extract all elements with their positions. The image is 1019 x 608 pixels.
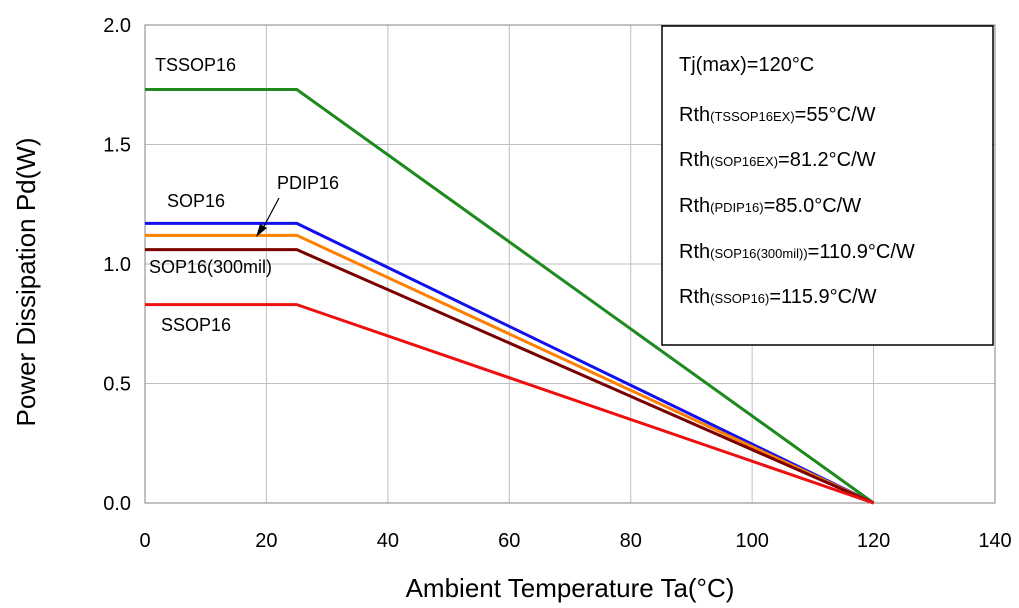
legend-line: Rth(SOP16(300mil))=110.9°C/W xyxy=(679,241,915,263)
plot-frame xyxy=(144,24,996,504)
legend-box-frame xyxy=(661,25,994,346)
x-axis-ticks: 0 20 40 60 80 100 120 140 xyxy=(139,530,1011,552)
series-line-ssop16 xyxy=(145,303,875,505)
legend-line: Tj(max)=120°C xyxy=(679,54,814,76)
series-lines xyxy=(145,88,875,505)
y-tick-label: 1.5 xyxy=(103,135,131,157)
label-pdip16: PDIP16 xyxy=(277,173,339,193)
x-tick-label: 20 xyxy=(255,530,277,552)
legend-line: Rth(PDIP16)=85.0°C/W xyxy=(679,195,861,217)
x-axis-title: Ambient Temperature Ta(°C) xyxy=(406,573,735,603)
label-sop16: SOP16 xyxy=(167,191,225,211)
plot-area-border xyxy=(144,24,996,504)
x-tick-label: 120 xyxy=(857,530,890,552)
y-axis-title: Power Dissipation Pd(W) xyxy=(11,138,41,427)
series-line-pdip16 xyxy=(145,233,875,505)
y-tick-label: 2.0 xyxy=(103,15,131,37)
x-tick-label: 80 xyxy=(620,530,642,552)
series-line-sop16 xyxy=(145,221,875,505)
y-tick-label: 1.0 xyxy=(103,254,131,276)
legend-line: Rth(TSSOP16EX)=55°C/W xyxy=(679,104,876,126)
thermal-legend-box: Tj(max)=120°C Rth(TSSOP16EX)=55°C/W Rth(… xyxy=(661,25,994,346)
series-line-tssop16 xyxy=(145,88,875,505)
x-tick-label: 140 xyxy=(978,530,1011,552)
label-ssop16: SSOP16 xyxy=(161,315,231,335)
legend-line: Rth(SSOP16)=115.9°C/W xyxy=(679,286,877,308)
label-sop16-300mil: SOP16(300mil) xyxy=(149,257,272,277)
series-line-sop16-300mil xyxy=(145,248,875,505)
x-tick-label: 60 xyxy=(498,530,520,552)
legend-line: Rth(SOP16EX)=81.2°C/W xyxy=(679,149,876,171)
x-tick-label: 0 xyxy=(139,530,150,552)
y-tick-label: 0.5 xyxy=(103,374,131,396)
pdip16-arrow xyxy=(256,197,280,237)
x-tick-label: 100 xyxy=(735,530,768,552)
y-tick-label: 0.0 xyxy=(103,493,131,515)
label-tssop16: TSSOP16 xyxy=(155,55,236,75)
x-tick-label: 40 xyxy=(377,530,399,552)
y-axis-ticks: 0.0 0.5 1.0 1.5 2.0 xyxy=(103,15,131,515)
